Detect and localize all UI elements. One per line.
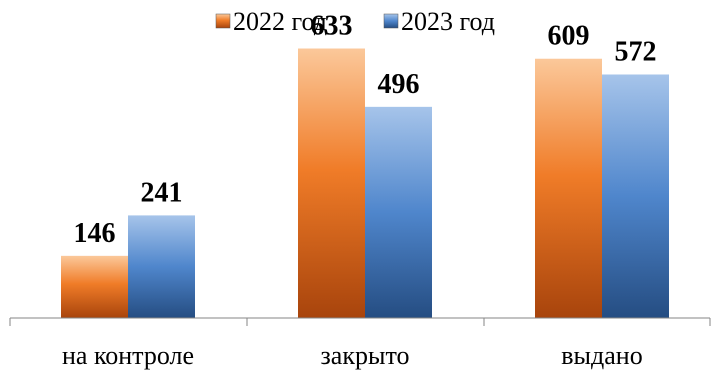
bar-0-0 xyxy=(61,255,128,318)
value-label-0-0: 146 xyxy=(74,218,116,249)
value-label-0-2: 609 xyxy=(548,21,590,52)
legend-label-0: 2022 год xyxy=(233,7,327,36)
data-labels: 146 241 633 496 609 572 xyxy=(74,11,657,249)
legend-swatch-1 xyxy=(383,13,399,29)
value-label-1-0: 241 xyxy=(141,177,183,208)
bar-0-1 xyxy=(298,48,365,318)
bar-1-0 xyxy=(128,215,195,318)
x-axis: на контроле закрыто выдано xyxy=(9,317,711,370)
legend: 2022 год 2023 год xyxy=(215,7,495,36)
value-label-0-1: 633 xyxy=(311,11,353,42)
bars xyxy=(61,48,669,319)
value-label-1-2: 572 xyxy=(615,36,657,67)
bar-1-2 xyxy=(602,74,669,319)
bar-0-2 xyxy=(535,58,602,319)
legend-label-1: 2023 год xyxy=(401,7,495,36)
value-label-1-1: 496 xyxy=(378,69,420,100)
bar-1-1 xyxy=(365,106,432,319)
category-label-1: закрыто xyxy=(321,341,410,370)
category-label-2: выдано xyxy=(561,341,642,370)
category-label-0: на контроле xyxy=(62,341,194,370)
legend-swatch-0 xyxy=(215,13,231,29)
